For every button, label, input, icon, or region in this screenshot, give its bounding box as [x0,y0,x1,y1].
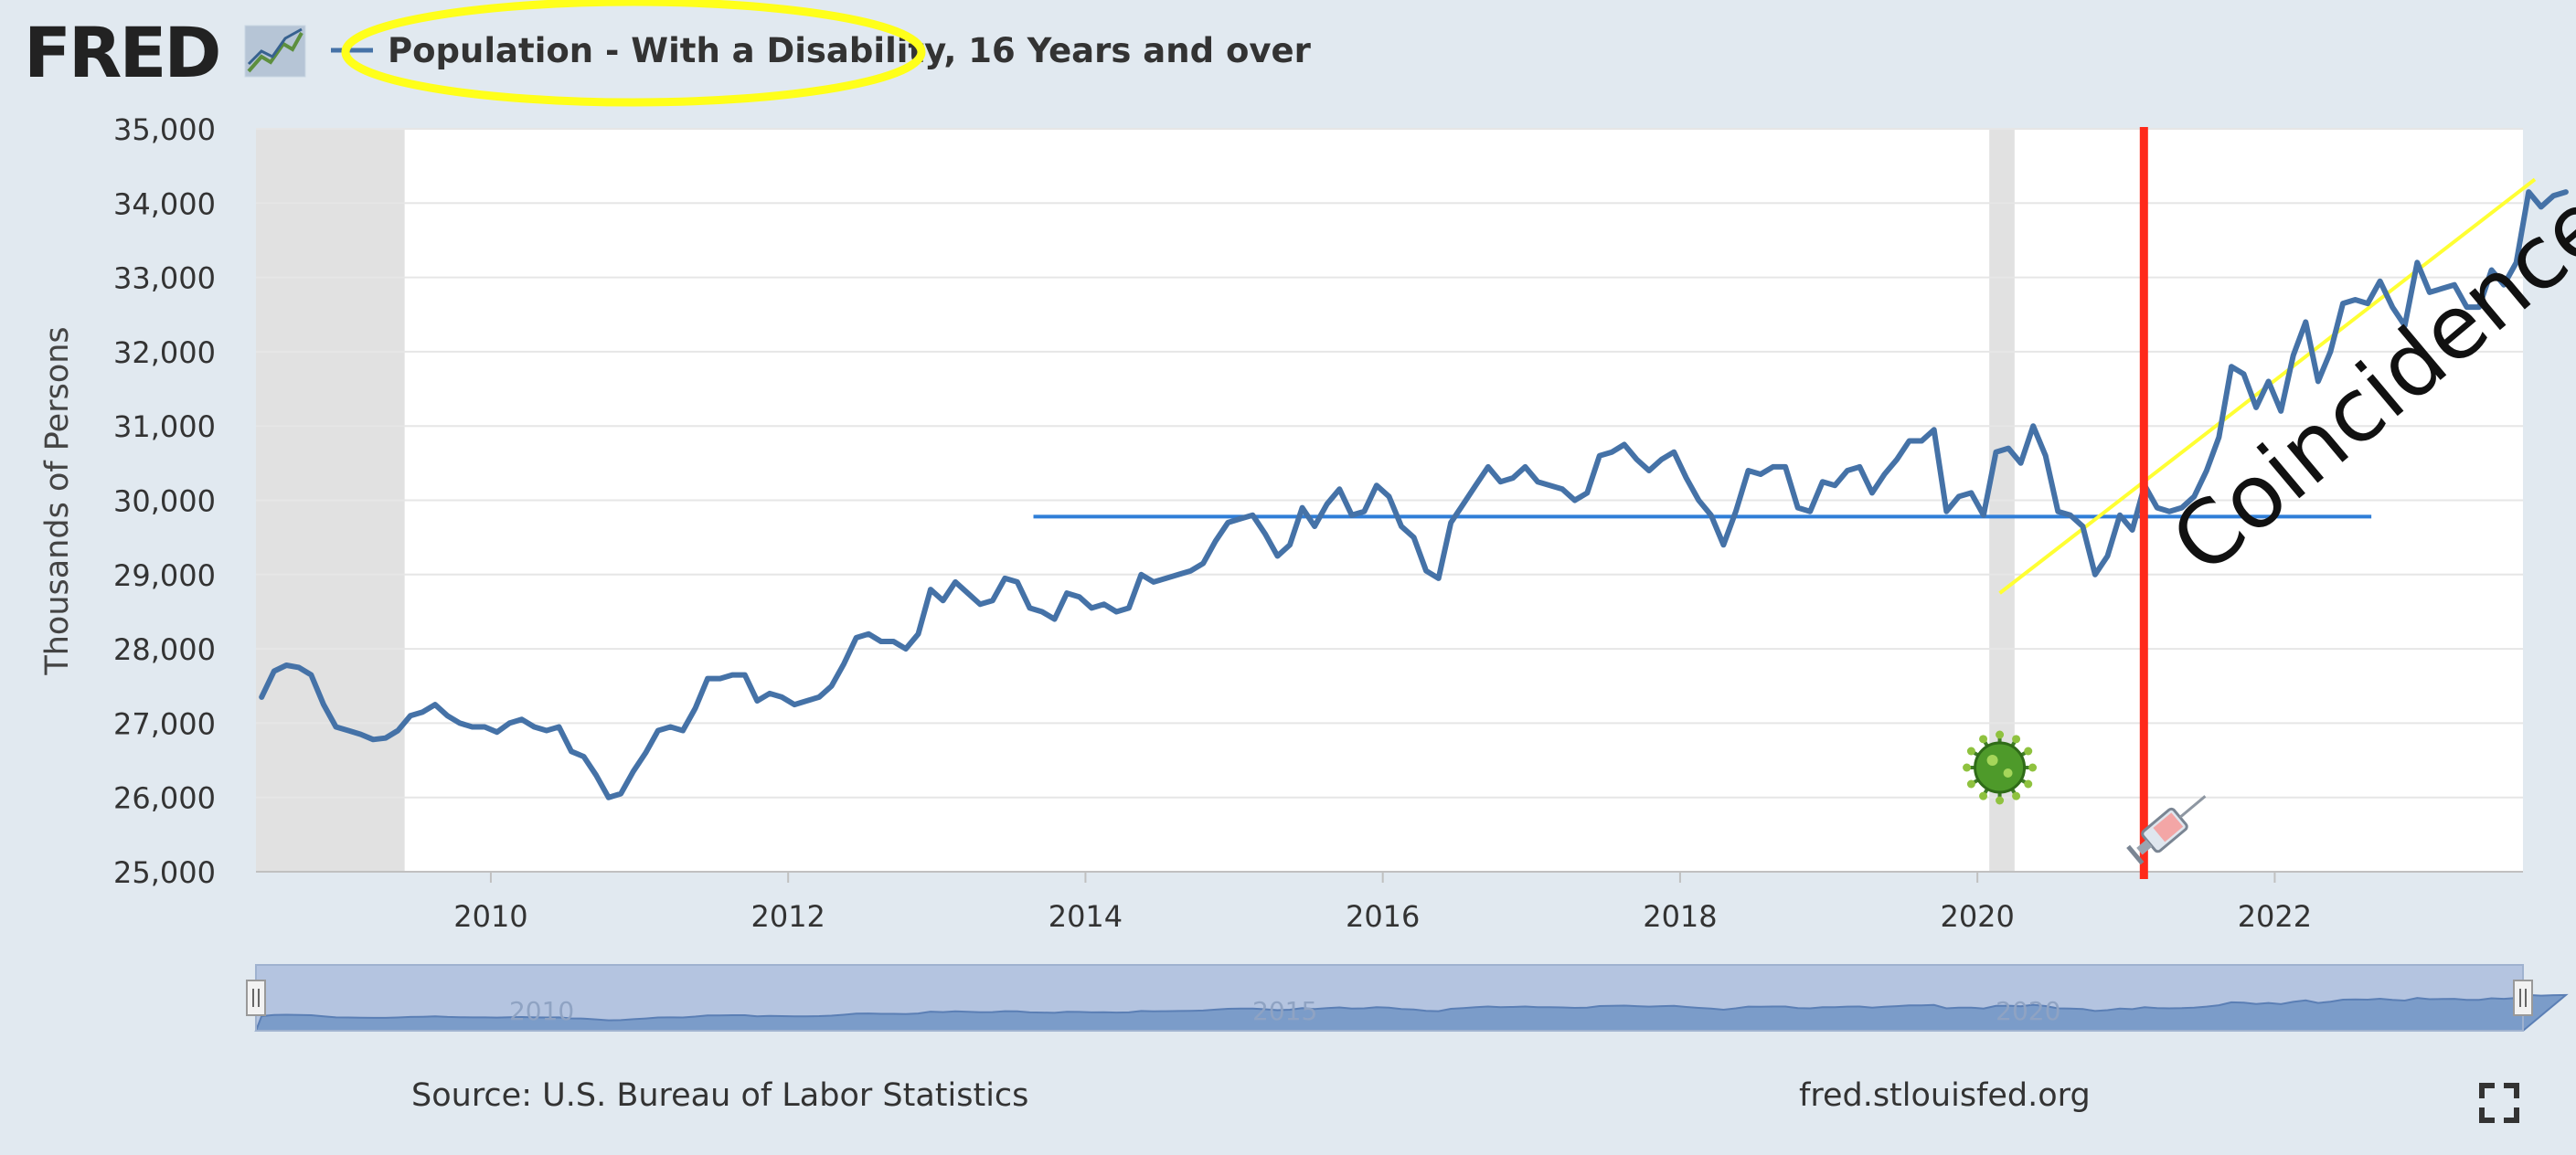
x-tick-label: 2020 [1940,899,2014,934]
x-tick-label: 2018 [1643,899,1717,934]
navigator-series [254,993,2569,1032]
y-tick-label: 34,000 [113,186,216,221]
legend-label[interactable]: Population - With a Disability, 16 Years… [388,31,1312,70]
x-tick-label: 2014 [1048,899,1123,934]
x-tick-label: 2016 [1346,899,1420,934]
y-tick-label: 29,000 [113,558,216,593]
y-tick-label: 30,000 [113,484,216,519]
navigator-year-label: 2020 [1996,996,2060,1026]
x-axis-ticks: 2010 2012 2014 2016 2018 2020 2022 [453,872,2312,934]
x-tick-label: 2010 [453,899,527,934]
syringe-icon [2126,795,2207,865]
fullscreen-icon[interactable] [2479,1083,2519,1123]
series-line[interactable] [259,189,2569,800]
y-tick-label: 32,000 [113,335,216,370]
virus-icon [1963,730,2038,805]
source-text: Source: U.S. Bureau of Labor Statistics [411,1077,1028,1114]
x-tick-label: 2012 [750,899,825,934]
y-axis-ticks: 25,000 26,000 27,000 28,000 29,000 30,000 31,0… [113,112,216,890]
navigator-year-label: 2015 [1252,996,1317,1026]
site-text[interactable]: fred.stlouisfed.org [1799,1077,2091,1114]
navigator-year-label: 2010 [509,996,574,1026]
x-tick-label: 2022 [2238,899,2312,934]
navigator-right-handle[interactable] [2513,980,2533,1016]
y-tick-label: 31,000 [113,409,216,444]
trend-graph-icon [244,25,306,78]
highlight-ellipse [341,0,926,107]
y-tick-label: 27,000 [113,706,216,741]
y-tick-label: 33,000 [113,261,216,296]
fred-logo[interactable]: FRED [24,12,221,93]
navigator-labels: 2010 2015 2020 [509,996,2060,1026]
y-tick-label: 35,000 [113,112,216,147]
y-tick-label: 28,000 [113,632,216,667]
y-tick-label: 25,000 [113,855,216,890]
y-axis-label: Thousands of Persons [39,326,76,675]
navigator-left-handle[interactable] [246,980,266,1016]
y-tick-label: 26,000 [113,781,216,816]
